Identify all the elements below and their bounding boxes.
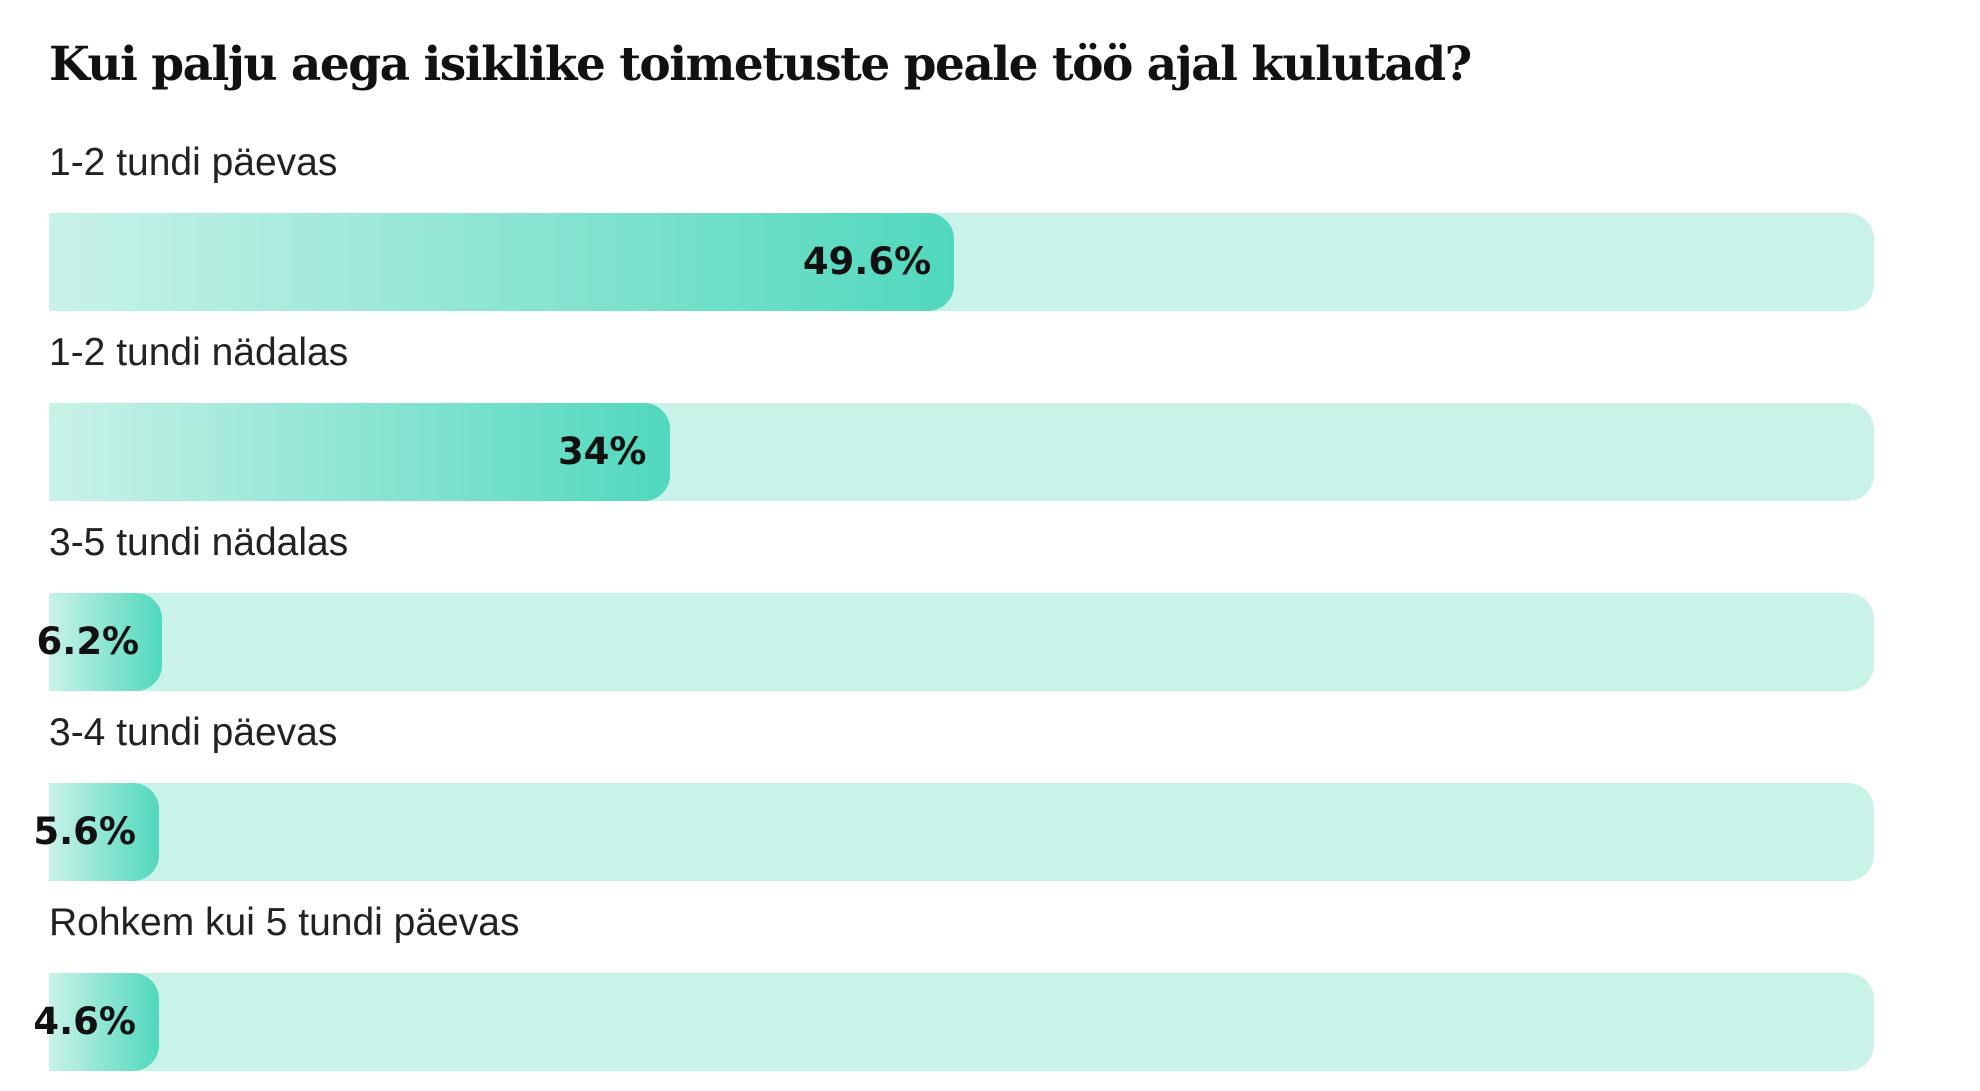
bar-row: 3-5 tundi nädalas 6.2% — [37, 521, 1874, 711]
bar: 6.2% — [37, 593, 163, 691]
bar-track: 34% — [49, 403, 1874, 501]
value-label: 5.6% — [33, 810, 136, 853]
bar-row: 1-2 tundi nädalas 34% — [49, 331, 1874, 521]
bar-track: 6.2% — [37, 593, 1874, 691]
chart: Kui palju aega isiklike toimetuste peale… — [33, 28, 1874, 1091]
bar: 5.6% — [33, 783, 159, 881]
value-label: 49.6% — [802, 240, 932, 283]
bar-track: 49.6% — [49, 213, 1874, 311]
category-label: Rohkem kui 5 tundi päevas — [49, 901, 520, 944]
bar-row: Rohkem kui 5 tundi päevas 4.6% — [33, 901, 1874, 1091]
bar-row: 1-2 tundi päevas 49.6% — [49, 141, 1874, 331]
bar: 34% — [49, 403, 670, 501]
category-label: 1-2 tundi nädalas — [49, 331, 349, 374]
value-label: 4.6% — [33, 1000, 136, 1043]
value-label: 34% — [557, 430, 647, 473]
bar-row: 3-4 tundi päevas 5.6% — [33, 711, 1874, 901]
category-label: 1-2 tundi päevas — [49, 141, 338, 184]
chart-title: Kui palju aega isiklike toimetuste peale… — [49, 37, 1472, 92]
bar-track: 4.6% — [33, 973, 1874, 1071]
value-label: 6.2% — [36, 620, 140, 663]
bar: 49.6% — [49, 213, 955, 311]
bar-list: 1-2 tundi päevas 49.6% 1-2 tundi nädalas 34… — [33, 141, 1874, 1091]
bar-track: 5.6% — [33, 783, 1874, 881]
category-label: 3-5 tundi nädalas — [49, 521, 349, 564]
bar: 4.6% — [33, 973, 159, 1071]
category-label: 3-4 tundi päevas — [49, 711, 338, 754]
